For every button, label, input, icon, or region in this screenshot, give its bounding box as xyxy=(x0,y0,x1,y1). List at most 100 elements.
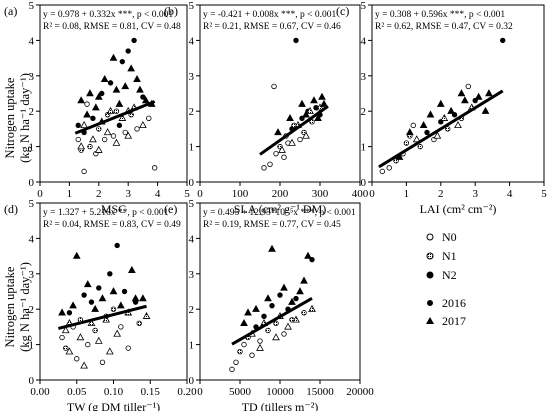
y-axis-unit-lower: (kg N ha⁻¹ day⁻¹) xyxy=(18,262,32,352)
regression-stats: R² = 0.62, RMSE = 0.47, CV = 0.32 xyxy=(375,22,513,32)
regression-equation: y = -0.421 + 0.008x ***, p < 0.001 xyxy=(203,10,336,20)
data-point-triangle xyxy=(83,280,92,288)
legend-label-n1: N1 xyxy=(442,249,457,263)
data-point-circle xyxy=(63,345,69,351)
data-point-circle xyxy=(84,101,90,107)
y-tick-label: 5 xyxy=(189,198,195,210)
data-point-triangle xyxy=(58,308,66,316)
x-tick-label: 0 xyxy=(197,386,203,398)
y-tick-label: 1 xyxy=(361,142,367,154)
data-point-triangle xyxy=(127,265,136,273)
data-point-circle xyxy=(297,136,303,143)
data-point-triangle xyxy=(80,121,88,129)
data-point-circle xyxy=(267,161,273,167)
data-point-circle xyxy=(237,348,243,355)
y-tick-label: 2 xyxy=(29,304,35,316)
data-point-triangle xyxy=(103,128,112,136)
x-axis-label: LAI (cm² cm⁻²) xyxy=(420,202,497,216)
data-point-circle xyxy=(293,37,299,44)
data-point-triangle xyxy=(419,121,428,129)
data-point-triangle xyxy=(121,82,130,90)
data-point-circle xyxy=(269,302,275,309)
data-point-circle xyxy=(87,143,93,150)
data-point-triangle xyxy=(80,361,88,369)
x-tick-label: 1 xyxy=(67,188,73,200)
x-tick-label: 0.20 xyxy=(177,386,197,398)
data-points xyxy=(379,37,506,175)
panel-c: (c) 0 1 2 3 4 5 0 1 2 3 4 5 LAI (cm² cm⁻²) y = 0.308 +… xyxy=(336,0,547,216)
data-point-triangle xyxy=(405,128,414,136)
data-point-triangle xyxy=(112,138,121,146)
data-point-triangle xyxy=(286,113,294,121)
x-tick-label: 0.10 xyxy=(104,386,124,398)
data-point-circle xyxy=(379,168,386,175)
y-tick-label: 3 xyxy=(189,269,195,281)
x-tick-label: 0 xyxy=(37,188,43,200)
data-point-circle xyxy=(90,115,96,121)
data-point-circle xyxy=(110,133,117,139)
panel-label: (d) xyxy=(4,202,18,216)
data-point-triangle xyxy=(89,135,97,143)
y-tick-label: 0 xyxy=(189,375,195,387)
data-point-triangle xyxy=(298,99,306,107)
data-point-triangle xyxy=(306,106,314,114)
data-point-triangle xyxy=(76,333,85,341)
data-point-circle xyxy=(116,122,123,129)
regression-equation: y = 1.327 + 5.216x **, p < 0.001 xyxy=(43,208,169,218)
data-point-circle xyxy=(118,324,124,330)
data-point-triangle xyxy=(436,99,445,107)
y-tick-label: 0 xyxy=(361,177,367,189)
data-point-circle xyxy=(241,341,247,348)
regression-line xyxy=(259,105,329,156)
y-tick-label: 4 xyxy=(361,35,367,47)
data-point-triangle xyxy=(133,75,141,83)
data-point-triangle xyxy=(288,138,296,146)
x-tick-label: 20000 xyxy=(346,386,374,398)
y-tick-label: 2 xyxy=(29,106,35,118)
data-point-circle xyxy=(114,242,120,249)
data-point-triangle xyxy=(106,106,115,114)
data-point-triangle xyxy=(100,75,109,83)
data-point-circle xyxy=(465,83,472,90)
legend-marker-2017 xyxy=(426,317,434,324)
data-point-triangle xyxy=(316,103,324,111)
y-tick-label: 3 xyxy=(361,71,367,83)
data-point-circle xyxy=(59,334,65,341)
x-tick-label: 10000 xyxy=(266,386,294,398)
x-tick-label: 15000 xyxy=(306,386,334,398)
data-point-triangle xyxy=(136,85,144,93)
regression-stats: R² = 0.19, RMSE = 0.77, CV = 0.45 xyxy=(203,220,341,230)
regression-stats: R² = 0.21, RMSE = 0.67, CV = 0.46 xyxy=(203,22,341,32)
x-tick-label: 3 xyxy=(472,188,478,200)
data-point-circle xyxy=(281,154,287,160)
plot-frame xyxy=(39,4,188,183)
data-point-triangle xyxy=(65,347,74,355)
data-point-triangle xyxy=(320,99,328,107)
x-tick-label: 5 xyxy=(541,188,547,200)
data-point-triangle xyxy=(77,96,86,104)
x-axis-label: SLA (cm² g⁻¹ DM) xyxy=(234,202,327,216)
data-point-circle xyxy=(88,299,95,305)
data-point-triangle xyxy=(83,110,91,118)
data-point-circle xyxy=(81,292,87,298)
data-point-circle xyxy=(500,37,506,44)
data-point-circle xyxy=(85,341,91,348)
plot-frame xyxy=(371,4,545,183)
data-point-circle xyxy=(265,327,271,334)
y-tick-label: 1 xyxy=(29,142,35,154)
legend-marker-n0 xyxy=(426,233,434,241)
data-point-triangle xyxy=(116,301,125,309)
y-tick-label: 5 xyxy=(29,198,35,210)
data-point-circle xyxy=(92,327,98,334)
x-tick-label: 3 xyxy=(125,188,131,200)
data-point-triangle xyxy=(115,99,124,107)
data-point-circle xyxy=(131,37,137,44)
legend: N0 N1 N2 2016 2017 xyxy=(426,230,466,328)
data-point-triangle xyxy=(98,294,107,302)
data-point-triangle xyxy=(318,92,326,100)
data-point-circle xyxy=(151,165,158,171)
regression-line xyxy=(231,296,313,346)
